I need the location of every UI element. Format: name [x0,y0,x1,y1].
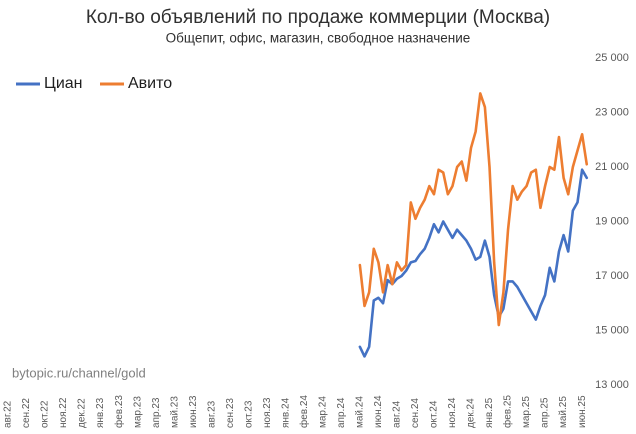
series-line [358,168,589,358]
x-tick-label: фев.24 [298,395,310,428]
chart-title: Кол-во объявлений по продаже коммерции (… [86,7,550,28]
x-tick-label: мар.24 [317,396,328,428]
x-tick-label: дек.22 [77,398,88,428]
x-tick-label: ноя.24 [447,397,458,428]
x-tick-label: янв.25 [484,397,495,428]
x-tick-label: май.25 [558,396,569,428]
x-tick-label: май.24 [355,396,366,428]
y-tick-label: 15 000 [595,324,629,336]
y-tick-label: 25 000 [595,52,629,64]
y-tick-label: 13 000 [595,379,629,391]
y-tick-label: 23 000 [595,106,629,118]
x-tick-label: апр.23 [151,397,162,428]
x-tick-label: июн.23 [188,395,199,428]
x-tick-label: ноя.22 [58,397,69,428]
x-tick-label: апр.25 [540,397,551,428]
x-tick-label: апр.24 [336,397,347,428]
x-tick-label: мар.23 [132,396,143,428]
x-tick-label: авг.24 [392,400,403,428]
watermark: bytopic.ru/channel/gold [12,365,146,380]
x-tick-label: окт.22 [40,400,51,428]
x-tick-label: сен.23 [225,398,236,428]
x-tick-label: янв.24 [280,397,291,428]
x-tick-label: ноя.23 [262,397,273,428]
x-tick-label: янв.23 [95,397,106,428]
x-tick-label: мар.25 [521,396,532,428]
x-tick-label: май.23 [169,396,180,428]
y-tick-label: 17 000 [595,270,629,282]
x-tick-label: июн.25 [577,395,588,428]
x-tick-label: дек.24 [466,398,477,428]
x-tick-label: сен.22 [21,398,32,428]
x-tick-label: июн.24 [373,395,384,428]
series-line [358,92,589,327]
y-tick-label: 21 000 [595,161,629,173]
x-tick-label: фев.25 [502,395,514,428]
x-tick-label: авг.23 [206,400,217,428]
chart-subtitle: Общепит, офис, магазин, свободное назнач… [166,31,471,46]
x-tick-label: фев.23 [113,395,125,428]
x-tick-label: окт.24 [429,400,440,428]
legend-label: Циан [44,75,83,92]
x-tick-label: сен.24 [410,398,421,428]
y-tick-label: 19 000 [595,215,629,227]
x-tick-label: окт.23 [243,400,254,428]
legend-label: Авито [128,75,172,92]
x-tick-label: авг.22 [3,400,14,428]
